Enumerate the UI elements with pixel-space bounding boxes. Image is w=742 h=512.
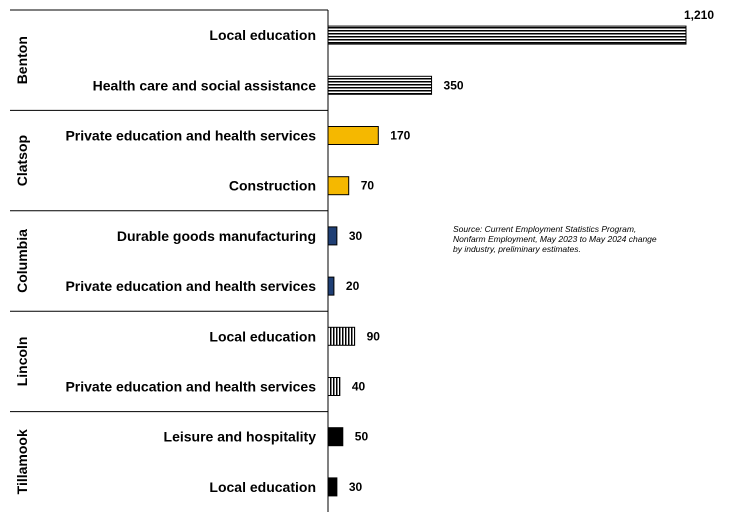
value-label: 1,210 [684,8,714,22]
labels: Benton Local education 1,210 Health care an… [14,8,714,495]
value-label: 30 [349,229,363,243]
category-label: Local education [209,328,316,344]
category-label: Health care and social assistance [93,77,317,93]
group-label-benton: Benton [14,36,30,84]
value-label: 40 [352,380,366,394]
category-label: Private education and health services [65,278,316,294]
bar [327,75,433,95]
bar [327,477,338,497]
category-label: Construction [229,178,316,194]
category-label: Local education [209,479,316,495]
value-label: 90 [367,329,381,343]
group-label-clatsop: Clatsop [14,135,30,186]
bars [327,25,687,497]
value-label: 30 [349,480,363,494]
value-label: 170 [390,129,410,143]
source-annotation: Source: Current Employment Statistics Pr… [453,224,657,254]
category-label: Leisure and hospitality [164,429,317,445]
bar [327,377,341,396]
value-label: 20 [346,279,360,293]
category-label: Durable goods manufacturing [117,228,316,244]
group-label-tillamook: Tillamook [14,429,30,494]
category-label: Local education [209,27,316,43]
bar [327,226,338,246]
bar [327,126,379,145]
value-label: 50 [355,430,369,444]
bar [327,326,356,346]
group-label-columbia: Columbia [14,229,30,293]
category-label: Private education and health services [65,128,316,144]
bar [327,276,335,296]
value-label: 70 [361,179,375,193]
bar [327,176,350,196]
category-label: Private education and health services [65,379,316,395]
bar [327,25,687,45]
bar [327,427,344,447]
value-label: 350 [444,78,464,92]
group-label-lincoln: Lincoln [14,337,30,387]
